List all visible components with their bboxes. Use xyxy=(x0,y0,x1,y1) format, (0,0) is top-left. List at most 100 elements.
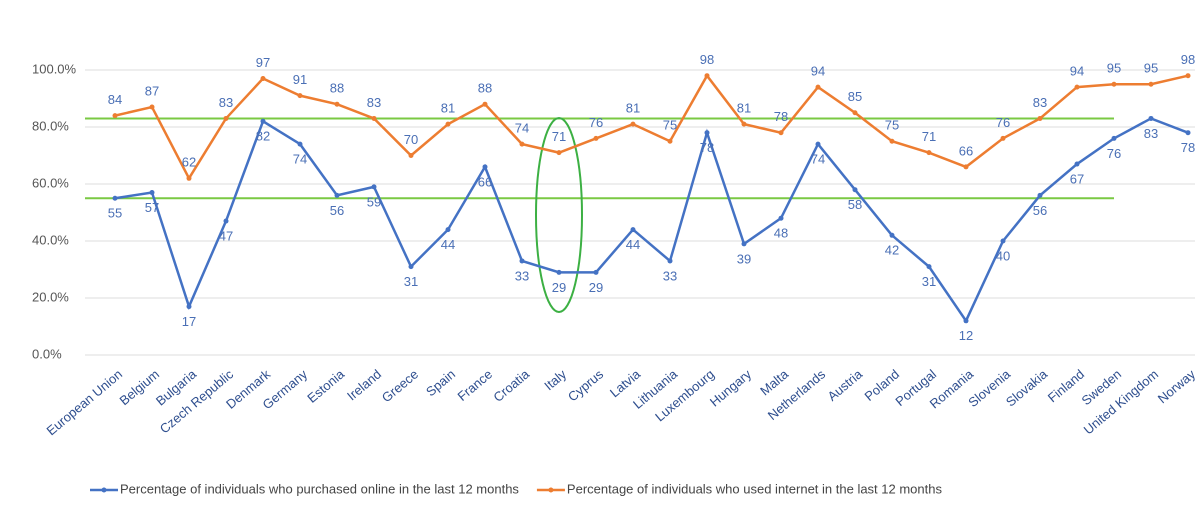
point xyxy=(297,141,303,147)
point xyxy=(519,141,525,147)
x-tick-label: Slovakia xyxy=(1003,366,1051,410)
data-label: 83 xyxy=(1033,95,1047,110)
data-label: 84 xyxy=(108,92,122,107)
point xyxy=(334,192,340,198)
data-label: 76 xyxy=(589,115,603,130)
point xyxy=(1074,161,1080,167)
point xyxy=(1000,135,1006,141)
point xyxy=(371,115,377,121)
data-label: 29 xyxy=(589,280,603,295)
data-label: 98 xyxy=(700,52,714,67)
y-tick-label: 20.0% xyxy=(32,289,69,304)
y-tick-label: 60.0% xyxy=(32,175,69,190)
data-label: 29 xyxy=(552,280,566,295)
x-tick-label: France xyxy=(454,366,495,404)
data-label: 94 xyxy=(1070,64,1084,79)
data-label: 47 xyxy=(219,228,233,243)
data-label: 31 xyxy=(404,274,418,289)
point xyxy=(704,130,710,136)
point xyxy=(1111,135,1117,141)
point xyxy=(778,215,784,221)
data-label: 31 xyxy=(922,274,936,289)
x-tick-label: Spain xyxy=(423,366,458,399)
point xyxy=(371,184,377,190)
x-tick-label: Cyprus xyxy=(565,366,607,404)
x-tick-label: Estonia xyxy=(304,366,347,406)
x-tick-label: European Union xyxy=(44,366,126,438)
data-label: 82 xyxy=(256,129,270,144)
data-label: 33 xyxy=(663,268,677,283)
point xyxy=(1148,81,1154,87)
point xyxy=(223,115,229,121)
data-label: 75 xyxy=(885,118,899,133)
data-label: 98 xyxy=(1181,52,1195,67)
point xyxy=(260,118,266,124)
data-label: 58 xyxy=(848,197,862,212)
data-label: 48 xyxy=(774,226,788,241)
data-label: 42 xyxy=(885,243,899,258)
point xyxy=(630,227,636,233)
x-tick-label: Italy xyxy=(541,366,569,393)
point xyxy=(1000,238,1006,244)
series-line xyxy=(114,73,1189,181)
point xyxy=(778,130,784,136)
point xyxy=(260,76,266,82)
point xyxy=(112,113,118,119)
x-tick-label: Belgium xyxy=(117,366,163,408)
point xyxy=(408,153,414,158)
legend-swatch-dot xyxy=(548,487,554,493)
data-label: 74 xyxy=(515,121,529,136)
legend-label: Percentage of individuals who used inter… xyxy=(567,481,943,496)
point xyxy=(1037,115,1043,121)
point xyxy=(852,110,858,116)
x-tick-label: Norway xyxy=(1155,366,1199,406)
point xyxy=(667,138,673,144)
data-label: 56 xyxy=(1033,203,1047,218)
point xyxy=(445,121,451,127)
point xyxy=(1185,130,1191,136)
data-label: 71 xyxy=(922,129,936,144)
data-label: 66 xyxy=(959,143,973,158)
point xyxy=(1111,81,1117,87)
point xyxy=(667,258,673,264)
point xyxy=(926,264,932,270)
data-label: 67 xyxy=(1070,171,1084,186)
data-label: 56 xyxy=(330,203,344,218)
highlight-ellipse xyxy=(535,117,583,313)
point xyxy=(482,101,488,107)
x-tick-label: Croatia xyxy=(490,366,532,405)
data-label: 55 xyxy=(108,206,122,221)
data-label: 81 xyxy=(441,101,455,116)
data-label: 85 xyxy=(848,89,862,104)
data-label: 91 xyxy=(293,72,307,87)
data-label: 97 xyxy=(256,55,270,70)
point xyxy=(593,269,599,275)
data-label: 81 xyxy=(626,101,640,116)
data-label: 95 xyxy=(1107,61,1121,76)
data-label: 66 xyxy=(478,174,492,189)
data-label: 74 xyxy=(811,152,825,167)
data-label: 78 xyxy=(774,109,788,124)
point xyxy=(704,73,710,79)
data-label: 88 xyxy=(330,81,344,96)
data-label: 83 xyxy=(1144,126,1158,141)
data-label: 81 xyxy=(737,101,751,116)
x-tick-label: Hungary xyxy=(707,366,755,409)
data-label: 87 xyxy=(145,83,159,98)
y-tick-label: 80.0% xyxy=(32,118,69,133)
point xyxy=(482,164,488,170)
point xyxy=(445,227,451,233)
data-label: 40 xyxy=(996,248,1010,263)
point xyxy=(556,269,562,275)
point xyxy=(112,195,118,201)
data-label: 95 xyxy=(1144,61,1158,76)
y-tick-label: 0.0% xyxy=(32,346,62,361)
point xyxy=(149,104,155,110)
data-label: 71 xyxy=(552,129,566,144)
data-label: 94 xyxy=(811,64,825,79)
x-tick-label: Austria xyxy=(824,366,865,404)
point xyxy=(1148,115,1154,121)
point xyxy=(1074,84,1080,90)
point xyxy=(334,101,340,107)
data-label: 83 xyxy=(367,95,381,110)
